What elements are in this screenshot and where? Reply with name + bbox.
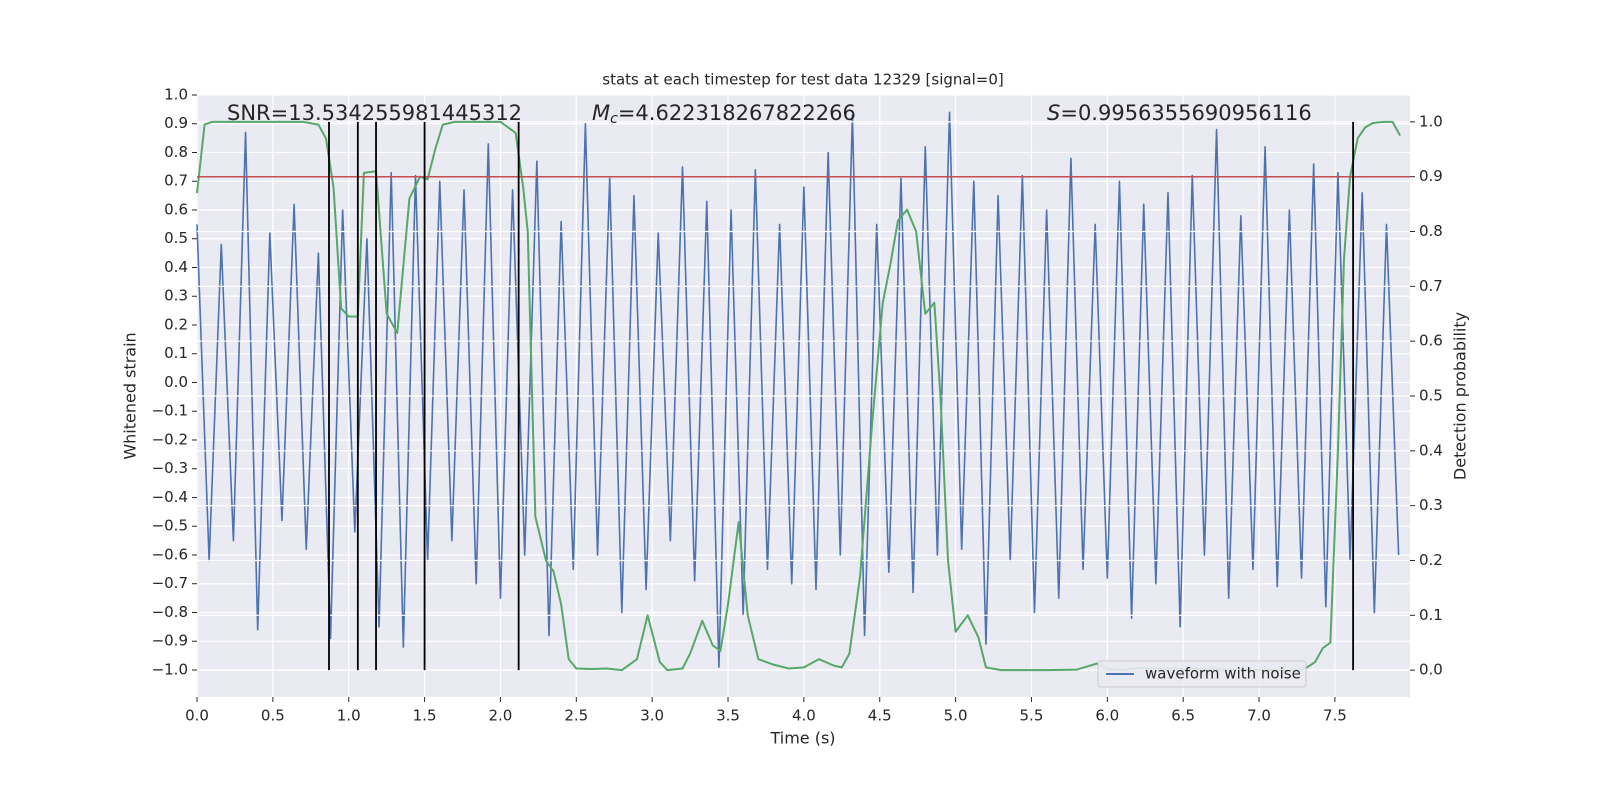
y-tick-label: 0.1 xyxy=(164,344,188,362)
x-tick-label: 6.0 xyxy=(1095,707,1119,725)
x-axis-label: Time (s) xyxy=(769,729,835,748)
x-tick-label: 4.0 xyxy=(792,707,816,725)
annotation: Mc=4.622318267822266 xyxy=(592,101,856,127)
y-tick-label: 0.0 xyxy=(164,373,188,391)
x-tick-label: 5.0 xyxy=(944,707,968,725)
x-tick-label: 3.0 xyxy=(640,707,664,725)
x-tick-label: 7.0 xyxy=(1247,707,1271,725)
y-tick-label: −0.5 xyxy=(152,517,188,535)
y-tick-label: −0.2 xyxy=(152,430,188,448)
x-tick-label: 6.5 xyxy=(1171,707,1195,725)
y2-tick-label: 0.0 xyxy=(1419,661,1443,679)
y-tick-label: −0.7 xyxy=(152,574,188,592)
y-tick-label: −0.1 xyxy=(152,402,188,420)
y-tick-label: 1.0 xyxy=(164,86,188,104)
y2-tick-label: 0.1 xyxy=(1419,606,1443,624)
y2-tick-label: 0.7 xyxy=(1419,277,1443,295)
y2-tick-label: 0.4 xyxy=(1419,441,1443,459)
y2-tick-label: 0.6 xyxy=(1419,332,1443,350)
y-tick-label: −0.9 xyxy=(152,632,188,650)
x-tick-label: 7.5 xyxy=(1323,707,1347,725)
annotation-subscript: c xyxy=(610,111,618,127)
y-tick-label: 0.3 xyxy=(164,287,188,305)
y-tick-label: −0.8 xyxy=(152,603,188,621)
x-tick-label: 1.5 xyxy=(413,707,437,725)
y2-tick-label: 0.3 xyxy=(1419,496,1443,514)
y-tick-label: 0.5 xyxy=(164,229,188,247)
x-tick-label: 4.5 xyxy=(868,707,892,725)
annotation: SNR=13.534255981445312 xyxy=(227,101,522,125)
series-line xyxy=(196,111,1400,668)
y-tick-label: 0.2 xyxy=(164,315,188,333)
x-tick-label: 5.5 xyxy=(1020,707,1044,725)
annotation-text: SNR=13.534255981445312 xyxy=(227,101,522,125)
y2-tick-label: 1.0 xyxy=(1419,112,1443,130)
annotation: S=0.9956355690956116 xyxy=(1047,101,1312,125)
x-tick-label: 0.0 xyxy=(185,707,209,725)
y2-tick-label: 0.5 xyxy=(1419,387,1443,405)
y-tick-label: −0.4 xyxy=(152,488,188,506)
chart-title: stats at each timestep for test data 123… xyxy=(602,71,1003,89)
x-tick-label: 2.0 xyxy=(489,707,513,725)
x-tick-label: 1.0 xyxy=(337,707,361,725)
x-tick-label: 2.5 xyxy=(564,707,588,725)
legend-box xyxy=(1097,660,1307,688)
annotation-symbol: M xyxy=(592,101,610,125)
y-tick-label: −0.6 xyxy=(152,545,188,563)
y-tick-label: −0.3 xyxy=(152,459,188,477)
annotation-text: =0.9956355690956116 xyxy=(1060,101,1311,125)
y-tick-label: −1.0 xyxy=(152,660,188,678)
y-tick-label: 0.9 xyxy=(164,114,188,132)
y2-tick-label: 0.2 xyxy=(1419,551,1443,569)
annotation-symbol: S xyxy=(1047,101,1060,125)
y-tick-label: 0.7 xyxy=(164,172,188,190)
overlay: SNR=13.534255981445312 Mc=4.6223182678222… xyxy=(197,101,1410,688)
y2-tick-label: 0.9 xyxy=(1419,167,1443,185)
y-tick-label: 0.8 xyxy=(164,143,188,161)
y-tick-label: 0.6 xyxy=(164,200,188,218)
y-axis-label: Whitened strain xyxy=(121,332,140,459)
legend-label: waveform with noise xyxy=(1145,665,1301,683)
y2-tick-label: 0.8 xyxy=(1419,222,1443,240)
y2-axis-label: Detection probability xyxy=(1451,312,1470,480)
annotation-text: =4.622318267822266 xyxy=(618,101,856,125)
x-tick-label: 3.5 xyxy=(716,707,740,725)
x-tick-label: 0.5 xyxy=(261,707,285,725)
y-tick-label: 0.4 xyxy=(164,258,188,276)
